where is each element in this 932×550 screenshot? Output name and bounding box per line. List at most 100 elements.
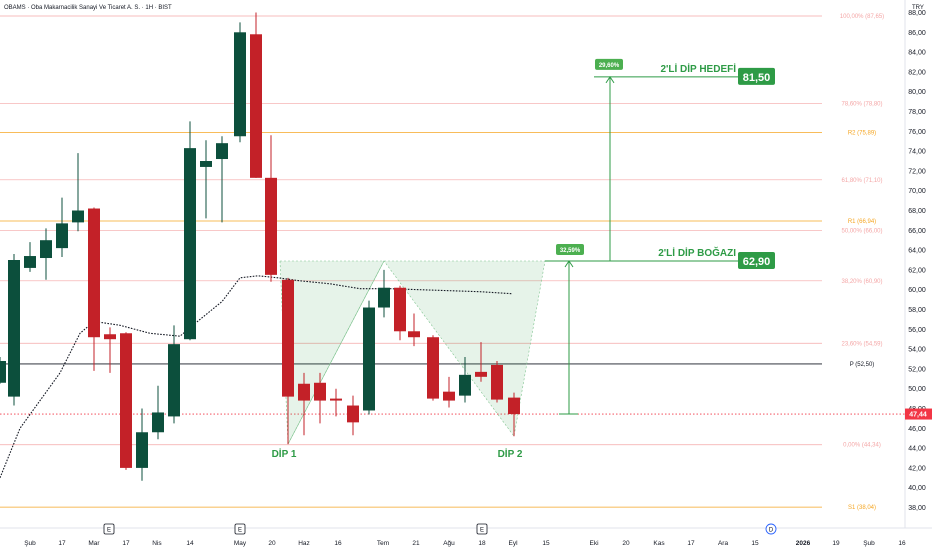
x-tick-label: Ağu <box>443 540 455 547</box>
candle-body[interactable] <box>427 337 439 399</box>
price-badge-text: 81,50 <box>743 72 771 84</box>
y-tick-label: 58,00 <box>908 307 926 314</box>
y-tick-label: 86,00 <box>908 30 926 37</box>
candle-body[interactable] <box>152 412 164 433</box>
level-label: P (52,50) <box>850 362 875 368</box>
currency-label: TRY <box>912 5 924 11</box>
candle-body[interactable] <box>0 360 6 383</box>
x-tick-label: 21 <box>412 540 420 547</box>
candle-body[interactable] <box>378 287 390 308</box>
candle-body[interactable] <box>234 32 246 137</box>
level-label: 0,00% (44,34) <box>843 443 881 449</box>
x-tick-label: 17 <box>122 540 130 547</box>
dip-label: DİP 2 <box>498 447 523 460</box>
candle-body[interactable] <box>491 364 503 400</box>
x-tick-label: 15 <box>542 540 550 547</box>
percent-badge <box>595 58 623 70</box>
candle-body[interactable] <box>314 382 326 401</box>
x-tick-label: Nis <box>152 540 162 547</box>
candle-body[interactable] <box>24 256 36 268</box>
level-lines: R3 (90,34) 100,00% (87,65) 78,60% (78,80) R… <box>0 0 905 511</box>
x-tick-label: Eki <box>589 540 598 547</box>
y-tick-label: 64,00 <box>908 248 926 255</box>
candle-body[interactable] <box>330 398 342 401</box>
level-label: R3 (90,34) <box>848 0 876 1</box>
y-tick-label: 50,00 <box>908 386 926 393</box>
x-tick-label: Ara <box>718 540 729 547</box>
chart-title: OBAMS · Oba Makarnacilik Sanayi Ve Ticar… <box>4 5 172 11</box>
candle-body[interactable] <box>459 374 471 396</box>
price-badge-text: 62,90 <box>743 256 771 268</box>
candle-body[interactable] <box>443 391 455 401</box>
candle-body[interactable] <box>136 432 148 468</box>
earnings-marker[interactable] <box>234 523 246 535</box>
y-tick-label: 42,00 <box>908 465 926 472</box>
earnings-marker[interactable] <box>476 523 488 535</box>
y-tick-label: 52,00 <box>908 366 926 373</box>
candle-body[interactable] <box>394 287 406 332</box>
candle-body[interactable] <box>250 34 262 178</box>
x-tick-label: 19 <box>832 540 840 547</box>
y-tick-label: 46,00 <box>908 426 926 433</box>
level-label: 23,60% (54,59) <box>841 341 882 347</box>
dividend-marker-label: D <box>769 528 774 534</box>
candle-body[interactable] <box>282 279 294 397</box>
candle-body[interactable] <box>298 383 310 401</box>
y-tick-label: 66,00 <box>908 228 926 235</box>
candle-body[interactable] <box>56 223 68 249</box>
candle-body[interactable] <box>408 331 420 338</box>
y-tick-label: 88,00 <box>908 10 926 17</box>
y-tick-label: 78,00 <box>908 109 926 116</box>
pattern-right-triangle <box>383 260 546 437</box>
x-tick-label: 16 <box>334 540 342 547</box>
level-label: 50,00% (66,00) <box>841 228 882 234</box>
y-tick-label: 80,00 <box>908 89 926 96</box>
arrow-head <box>605 75 615 84</box>
y-tick-label: 60,00 <box>908 287 926 294</box>
candle-body[interactable] <box>363 307 375 411</box>
x-tick-label: 14 <box>186 540 194 547</box>
x-tick-label: 16 <box>898 540 906 547</box>
y-tick-label: 74,00 <box>908 149 926 156</box>
candle-body[interactable] <box>184 148 196 340</box>
price-axis: 38,0040,0042,0044,0046,0048,0050,0052,00… <box>905 10 932 512</box>
x-tick-label: Mar <box>88 540 100 547</box>
x-tick-label: May <box>234 540 247 547</box>
y-tick-label: 40,00 <box>908 485 926 492</box>
x-tick-label: 20 <box>622 540 630 547</box>
candle-body[interactable] <box>88 208 100 338</box>
percent-badge-text: 29,60% <box>599 63 620 69</box>
y-tick-label: 72,00 <box>908 168 926 175</box>
x-tick-label: Şub <box>863 540 875 547</box>
candle-body[interactable] <box>508 397 520 415</box>
percent-badge-text: 32,59% <box>560 248 581 254</box>
annotations-layer: 2'Lİ DİP HEDEFİ 81,50 29,60% 2'Lİ DİP BOĞAZ… <box>272 58 775 460</box>
candle-body[interactable] <box>475 371 487 377</box>
candle-body[interactable] <box>40 240 52 259</box>
dividend-marker[interactable] <box>765 523 777 535</box>
last-price-label: 47,44 <box>909 412 927 419</box>
y-tick-label: 44,00 <box>908 446 926 453</box>
earnings-marker[interactable] <box>103 523 115 535</box>
candle-body[interactable] <box>216 143 228 160</box>
level-label: 100,00% (87,65) <box>840 14 884 20</box>
candle-body[interactable] <box>72 210 84 223</box>
candle-body[interactable] <box>265 177 277 275</box>
candle-body[interactable] <box>200 161 212 167</box>
y-tick-label: 76,00 <box>908 129 926 136</box>
x-tick-label: Tem <box>377 540 389 547</box>
y-tick-label: 70,00 <box>908 188 926 195</box>
annotation-title: 2'Lİ DİP HEDEFİ <box>660 62 736 75</box>
candle-body[interactable] <box>8 260 20 397</box>
x-tick-label: 2026 <box>796 540 811 547</box>
candle-body[interactable] <box>104 334 116 340</box>
candle-body[interactable] <box>120 333 132 468</box>
x-tick-label: Eyl <box>508 540 518 547</box>
level-label: R2 (75,89) <box>848 130 876 136</box>
percent-badge <box>556 243 584 255</box>
candle-body[interactable] <box>168 344 180 417</box>
earnings-marker-label: E <box>238 528 242 534</box>
y-tick-label: 38,00 <box>908 505 926 512</box>
candle-body[interactable] <box>347 405 359 423</box>
